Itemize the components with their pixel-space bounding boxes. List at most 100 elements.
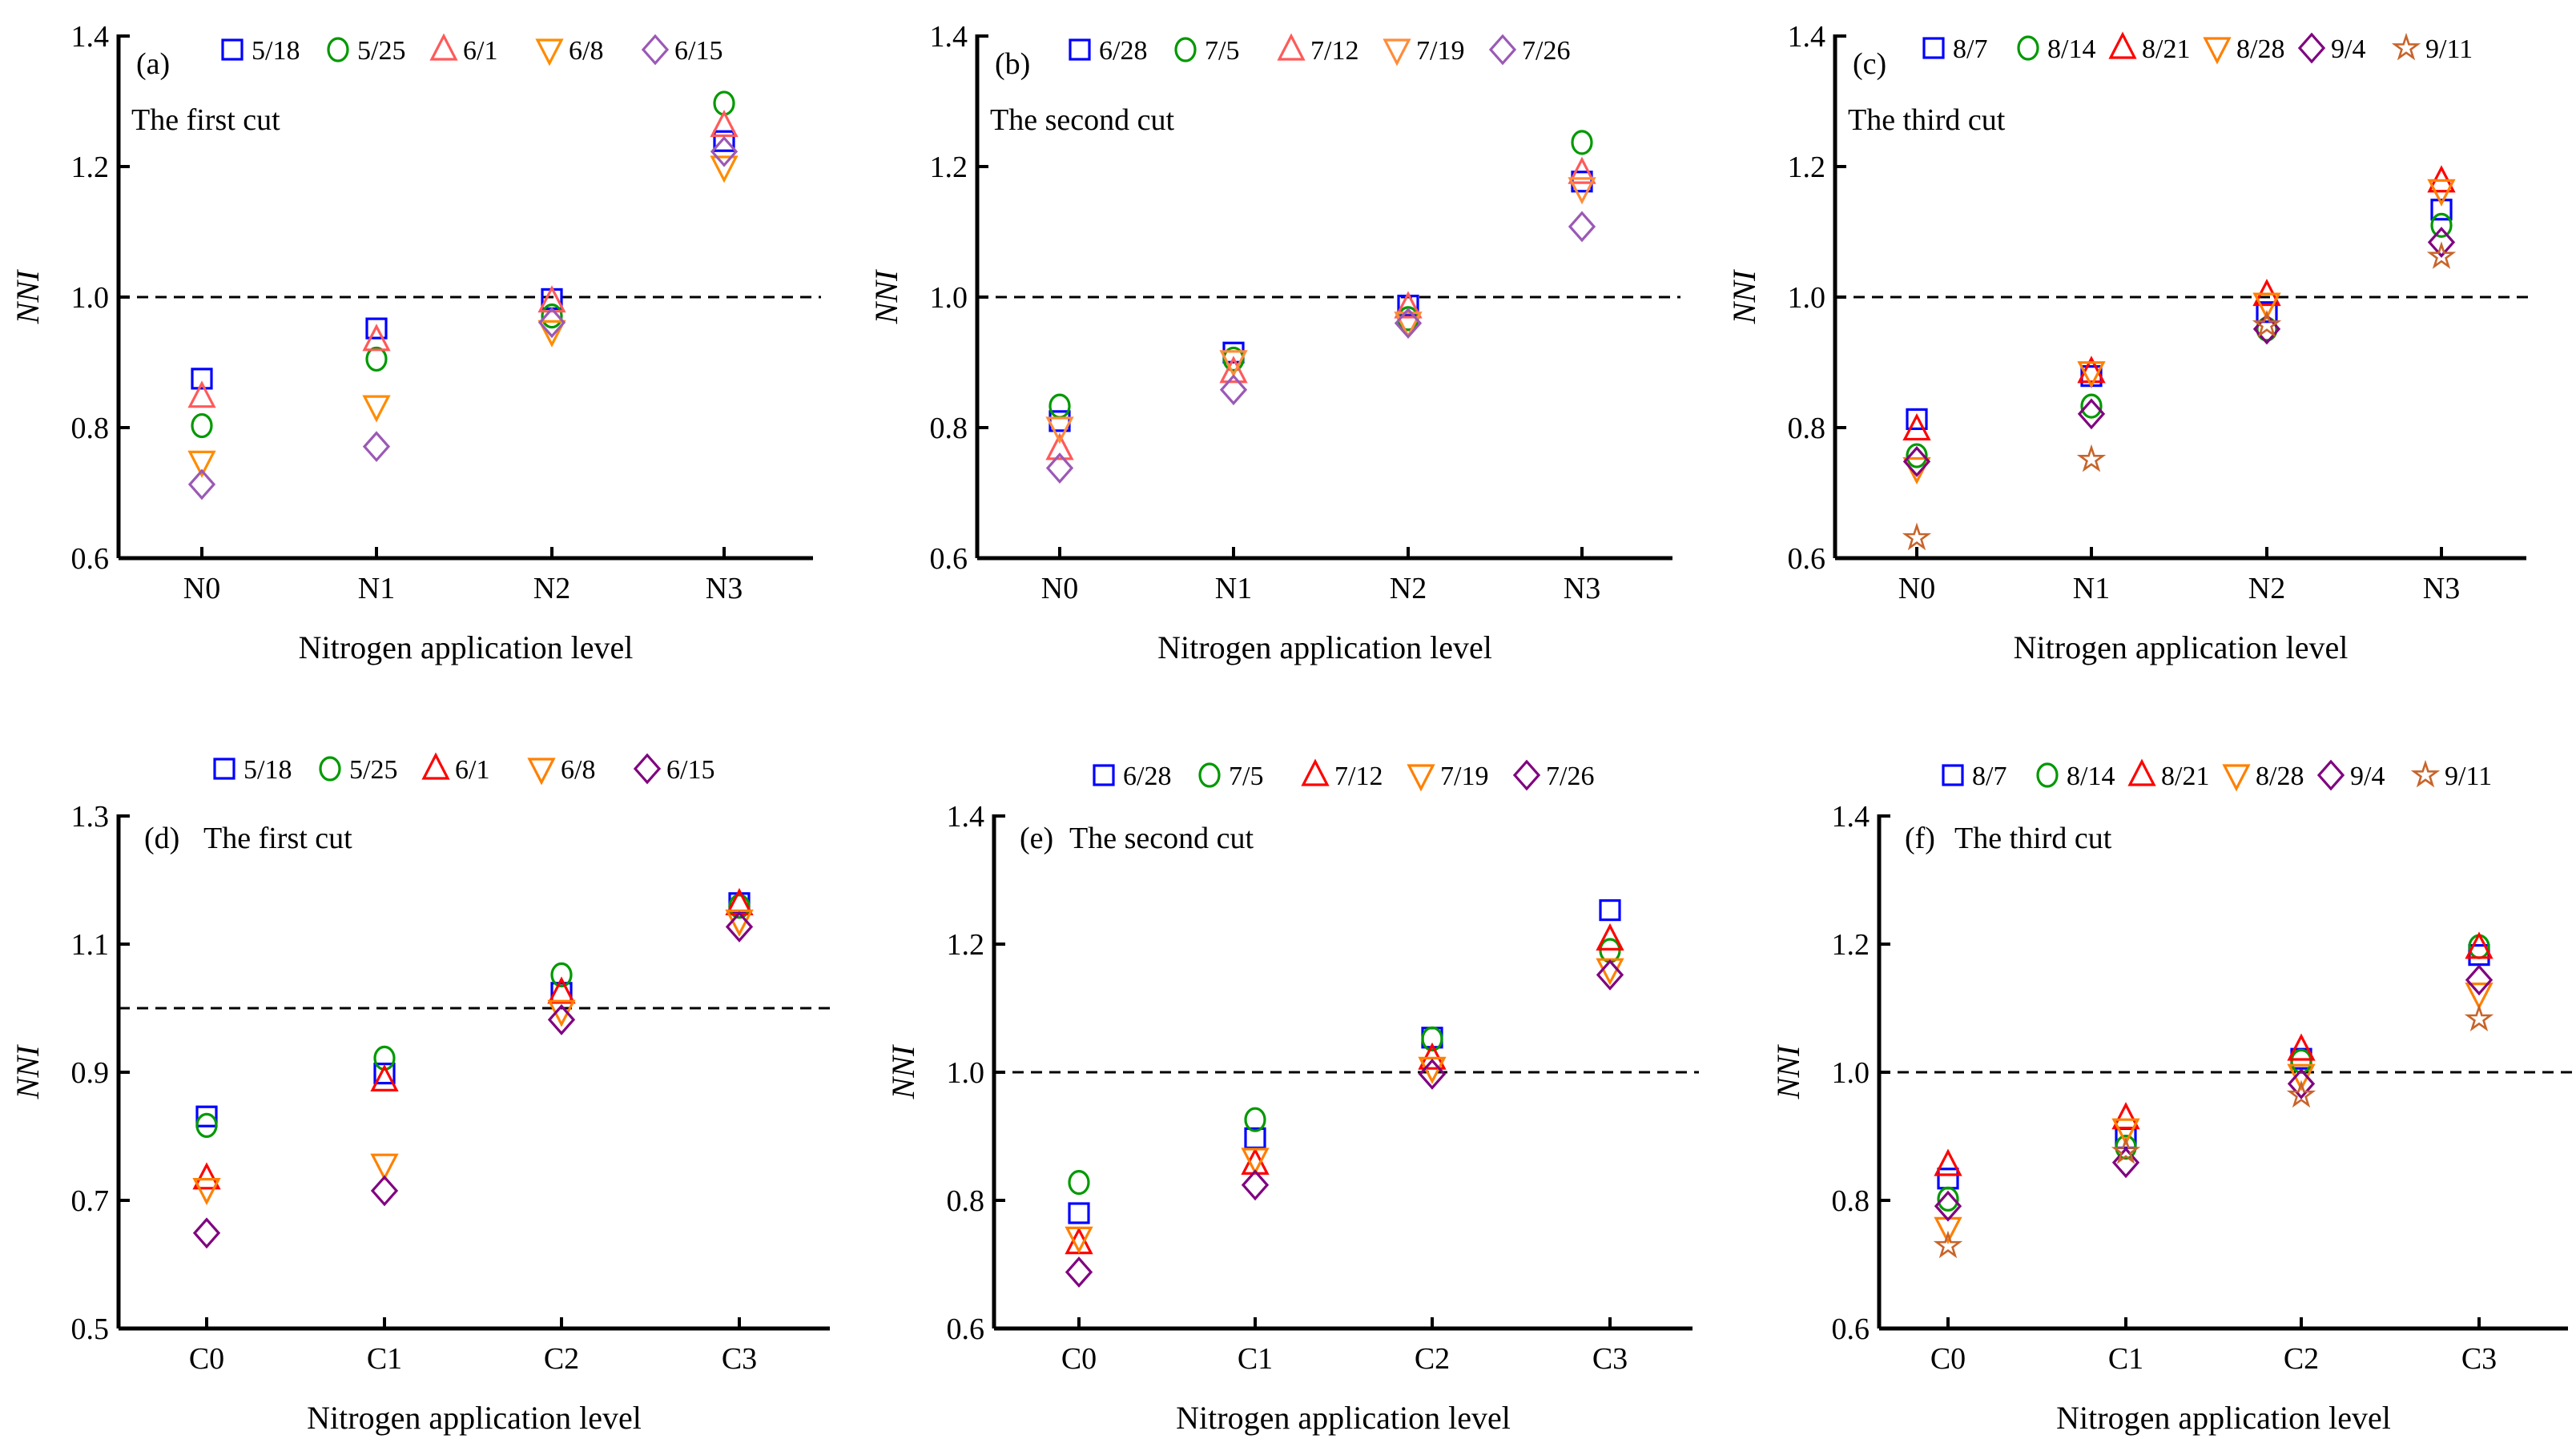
legend-label: 7/26 (1546, 762, 1594, 791)
data-point (2080, 393, 2103, 419)
data-point (1906, 408, 1928, 431)
data-point (1568, 211, 1596, 243)
legend-marker-square-icon (1942, 764, 1964, 786)
series-8-21 (1934, 931, 2493, 1176)
x-tick-label: N0 (1898, 572, 1935, 605)
legend-marker-square-icon (1922, 37, 1945, 59)
legend: 6/28 7/5 7/12 7/19 7/26 (1069, 33, 1570, 66)
x-tick-label: N0 (1041, 572, 1078, 605)
data-point (2465, 964, 2493, 996)
data-point (1065, 1226, 1093, 1254)
legend: 5/18 5/25 6/1 6/8 6/15 (213, 752, 714, 786)
series-6-1 (187, 109, 739, 408)
y-tick-label: 1.4 (947, 800, 985, 834)
legend-label: 5/18 (252, 36, 300, 66)
panel-label: (f) (1905, 822, 1935, 855)
y-tick-label: 1.0 (1832, 1056, 1870, 1090)
legend-marker-circle-icon (1198, 762, 1221, 788)
legend-label: 8/21 (2142, 34, 2190, 64)
series-6-15 (187, 135, 739, 500)
series-8-14 (1906, 212, 2453, 468)
legend-marker-circle-icon (2017, 35, 2039, 61)
data-point (547, 1003, 576, 1035)
legend-label: 5/18 (244, 755, 292, 785)
data-point (2111, 1136, 2141, 1164)
x-tick-label: N2 (533, 572, 570, 605)
y-axis-label: NNI (10, 269, 46, 324)
legend-label: 6/28 (1099, 36, 1147, 66)
x-tick-label: C2 (2284, 1342, 2319, 1376)
series-9-4 (1902, 227, 2456, 477)
x-tick-label: N3 (2423, 572, 2460, 605)
y-tick-label: 1.1 (71, 928, 110, 962)
series-7-26 (1045, 211, 1596, 484)
data-point (1596, 922, 1624, 951)
data-point (1902, 445, 1931, 477)
y-tick-label: 0.6 (1788, 542, 1826, 576)
data-point (537, 285, 566, 313)
y-tick-label: 1.0 (947, 1056, 985, 1090)
legend-label: 6/1 (455, 755, 489, 785)
data-point (1906, 443, 1928, 468)
y-tick-label: 0.8 (71, 412, 110, 445)
legend-label: 8/21 (2161, 762, 2209, 791)
data-point (2111, 1102, 2140, 1130)
data-point (1934, 1148, 1962, 1176)
legend-marker-circle-icon (2036, 762, 2059, 788)
y-axis-label: NNI (1770, 1044, 1806, 1099)
y-tick-label: 1.4 (1832, 800, 1870, 834)
data-point (2430, 199, 2453, 221)
y-tick-label: 0.8 (1832, 1184, 1870, 1218)
y-tick-label: 1.2 (1832, 928, 1870, 962)
data-point (2290, 1048, 2312, 1075)
legend-label: 7/19 (1416, 36, 1464, 66)
data-point (1571, 130, 1593, 155)
data-point (362, 431, 391, 463)
x-tick-label: C0 (1930, 1342, 1966, 1376)
legend-marker-square-icon (1069, 38, 1091, 61)
data-point (2430, 212, 2453, 238)
data-point (370, 1175, 399, 1207)
data-point (1394, 312, 1423, 340)
data-point (2465, 982, 2493, 1011)
legend-label: 6/15 (674, 36, 722, 66)
legend-marker-triangle-down-icon (2203, 37, 2232, 65)
data-point (1937, 1186, 1959, 1212)
series-6-28 (1049, 171, 1593, 432)
data-point (2111, 1147, 2140, 1179)
legend-marker-diamond-icon (2316, 759, 2345, 791)
legend-marker-triangle-down-icon (535, 38, 564, 66)
series-8-28 (1902, 179, 2456, 485)
legend-marker-triangle-up-icon (2108, 31, 2137, 59)
data-point (1219, 374, 1248, 406)
panel-subtitle: The first cut (203, 822, 352, 855)
legend-label: 9/4 (2350, 762, 2385, 791)
data-point (547, 976, 576, 1004)
data-point (362, 324, 391, 352)
data-point (2256, 301, 2278, 324)
legend-label: 7/5 (1205, 36, 1239, 66)
data-point (1394, 307, 1423, 340)
legend-marker-diamond-icon (1488, 34, 1517, 66)
x-tick-label: N1 (1215, 572, 1252, 605)
data-point (1241, 1169, 1270, 1201)
legend-marker-triangle-up-icon (1277, 33, 1306, 61)
panel-subtitle: The second cut (990, 103, 1174, 137)
legend-marker-square-icon (1093, 764, 1115, 786)
legend-marker-diamond-icon (633, 753, 662, 785)
data-point (710, 155, 739, 183)
series-7-19 (1045, 177, 1596, 444)
data-point (195, 1105, 218, 1127)
data-point (2427, 227, 2456, 258)
legend-label: 7/5 (1229, 762, 1263, 791)
legend-label: 7/19 (1440, 762, 1488, 791)
legend-marker-triangle-down-icon (2222, 764, 2251, 792)
x-axis-label: Nitrogen application level (307, 1400, 642, 1436)
data-point (2465, 931, 2493, 959)
legend-label: 5/25 (357, 36, 405, 66)
legend-marker-triangle-down-icon (527, 758, 556, 786)
chart-panel-b: 0.6 0.8 1.0 1.2 1.4 N0 N1 N2 N3 Nitrogen applicat… (868, 20, 1680, 665)
y-tick-label: 1.4 (1788, 20, 1826, 54)
y-tick-label: 1.2 (930, 151, 968, 184)
